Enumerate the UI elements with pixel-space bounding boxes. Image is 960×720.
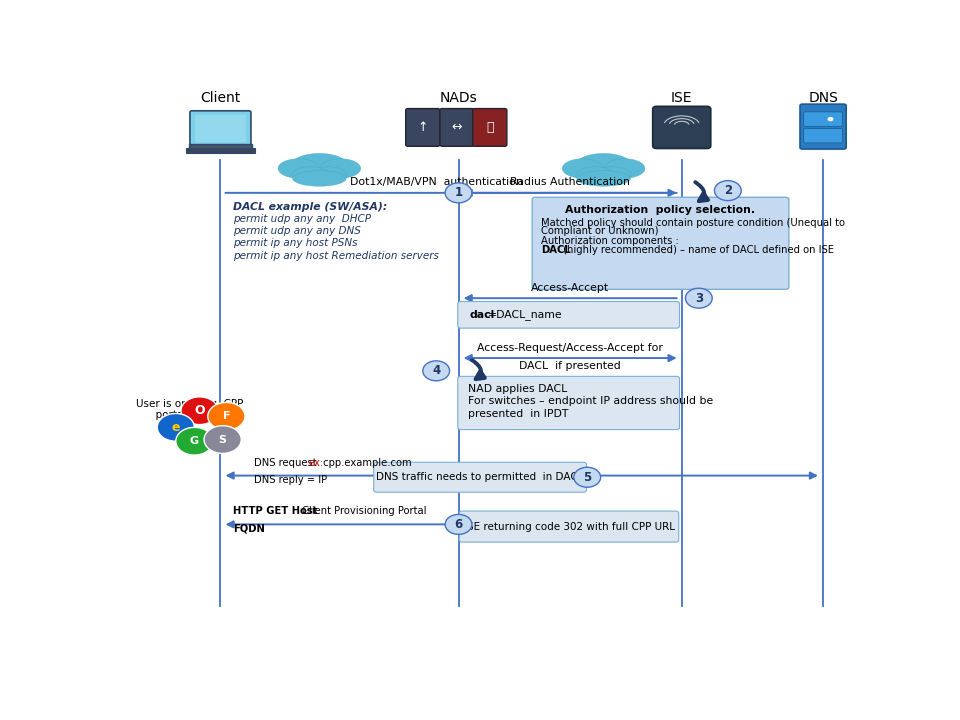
Text: 1: 1 bbox=[454, 186, 463, 199]
Ellipse shape bbox=[594, 167, 631, 184]
Text: permit ip any host PSNs: permit ip any host PSNs bbox=[233, 238, 357, 248]
Circle shape bbox=[445, 183, 472, 203]
FancyBboxPatch shape bbox=[804, 112, 843, 126]
Text: 🔍: 🔍 bbox=[486, 121, 493, 134]
Text: FQDN: FQDN bbox=[233, 523, 265, 534]
Text: F: F bbox=[223, 411, 230, 421]
Ellipse shape bbox=[576, 153, 632, 177]
FancyBboxPatch shape bbox=[189, 144, 252, 150]
Ellipse shape bbox=[292, 167, 329, 184]
Text: Client Provisioning Portal: Client Provisioning Portal bbox=[301, 506, 426, 516]
Text: G: G bbox=[190, 436, 199, 446]
Circle shape bbox=[422, 361, 449, 381]
Text: 3: 3 bbox=[695, 292, 703, 305]
FancyBboxPatch shape bbox=[458, 377, 680, 430]
Text: 2: 2 bbox=[724, 184, 732, 197]
Text: ↔: ↔ bbox=[452, 121, 463, 134]
Text: permit ip any host Remediation servers: permit ip any host Remediation servers bbox=[233, 251, 439, 261]
Circle shape bbox=[574, 467, 601, 487]
Text: permit udp any any  DHCP: permit udp any any DHCP bbox=[233, 214, 372, 224]
Circle shape bbox=[828, 117, 833, 122]
Circle shape bbox=[181, 397, 218, 425]
Ellipse shape bbox=[576, 167, 613, 184]
Text: ex:: ex: bbox=[308, 459, 324, 469]
Text: User is opening  CPP
      portal: User is opening CPP portal bbox=[136, 399, 244, 420]
Text: dacl: dacl bbox=[469, 310, 495, 320]
Ellipse shape bbox=[292, 153, 348, 177]
Text: Compliant or Unknown): Compliant or Unknown) bbox=[541, 226, 659, 236]
FancyBboxPatch shape bbox=[532, 197, 789, 289]
Ellipse shape bbox=[278, 158, 319, 178]
Text: Access-Accept: Access-Accept bbox=[531, 283, 610, 292]
FancyBboxPatch shape bbox=[459, 511, 679, 542]
Text: HTTP GET Host: HTTP GET Host bbox=[233, 506, 318, 516]
FancyBboxPatch shape bbox=[195, 114, 246, 143]
Text: DACL  if presented: DACL if presented bbox=[519, 361, 621, 372]
FancyBboxPatch shape bbox=[804, 129, 843, 143]
Circle shape bbox=[157, 413, 194, 441]
Text: O: O bbox=[194, 404, 204, 417]
Ellipse shape bbox=[320, 158, 361, 178]
Text: Authorization components :: Authorization components : bbox=[541, 235, 679, 246]
Text: (highly recommended) – name of DACL defined on ISE: (highly recommended) – name of DACL defi… bbox=[561, 245, 834, 255]
Text: DNS traffic needs to permitted  in DACL: DNS traffic needs to permitted in DACL bbox=[376, 472, 584, 482]
Ellipse shape bbox=[310, 167, 347, 184]
Text: ISE: ISE bbox=[671, 91, 692, 104]
FancyBboxPatch shape bbox=[373, 462, 587, 492]
FancyBboxPatch shape bbox=[440, 109, 474, 146]
Text: ↑: ↑ bbox=[418, 121, 428, 134]
Text: Access-Request/Access-Accept for: Access-Request/Access-Accept for bbox=[477, 343, 663, 353]
Text: cpp.example.com: cpp.example.com bbox=[320, 459, 412, 469]
FancyBboxPatch shape bbox=[472, 109, 507, 146]
Text: NAD applies DACL: NAD applies DACL bbox=[468, 384, 567, 394]
Text: DACL: DACL bbox=[541, 245, 571, 255]
Text: presented  in IPDT: presented in IPDT bbox=[468, 408, 568, 418]
FancyBboxPatch shape bbox=[800, 104, 846, 149]
Text: permit udp any any DNS: permit udp any any DNS bbox=[233, 226, 361, 236]
Text: DNS request: DNS request bbox=[253, 459, 320, 469]
Text: DNS reply = IP: DNS reply = IP bbox=[253, 475, 327, 485]
Text: 6: 6 bbox=[454, 518, 463, 531]
Text: e: e bbox=[172, 421, 180, 434]
Text: NADs: NADs bbox=[440, 91, 477, 104]
Text: DACL example (SW/ASA):: DACL example (SW/ASA): bbox=[233, 202, 387, 212]
Text: ISE returning code 302 with full CPP URL: ISE returning code 302 with full CPP URL bbox=[464, 521, 675, 531]
Text: 4: 4 bbox=[432, 364, 441, 377]
FancyBboxPatch shape bbox=[190, 111, 251, 146]
FancyBboxPatch shape bbox=[406, 109, 440, 146]
Text: Matched policy should contain posture condition (Unequal to: Matched policy should contain posture co… bbox=[541, 218, 845, 228]
Ellipse shape bbox=[293, 171, 347, 186]
Text: DNS: DNS bbox=[808, 91, 838, 104]
Text: 5: 5 bbox=[583, 471, 591, 484]
Text: Dot1x/MAB/VPN  authentication: Dot1x/MAB/VPN authentication bbox=[349, 176, 522, 186]
Circle shape bbox=[204, 426, 241, 454]
Ellipse shape bbox=[604, 158, 645, 178]
Circle shape bbox=[685, 288, 712, 308]
FancyBboxPatch shape bbox=[186, 148, 254, 153]
FancyBboxPatch shape bbox=[458, 302, 680, 328]
Text: =DACL_name: =DACL_name bbox=[489, 310, 563, 320]
Circle shape bbox=[176, 428, 213, 455]
Ellipse shape bbox=[563, 158, 603, 178]
Text: Client: Client bbox=[201, 91, 241, 104]
Text: Radius Authentication: Radius Authentication bbox=[510, 176, 630, 186]
Circle shape bbox=[207, 402, 245, 430]
Text: S: S bbox=[219, 435, 227, 444]
FancyArrowPatch shape bbox=[695, 182, 708, 201]
Text: For switches – endpoint IP address should be: For switches – endpoint IP address shoul… bbox=[468, 396, 713, 406]
Circle shape bbox=[714, 181, 741, 201]
Circle shape bbox=[445, 514, 472, 534]
FancyBboxPatch shape bbox=[653, 107, 710, 148]
Ellipse shape bbox=[577, 171, 631, 186]
Text: Authorization  policy selection.: Authorization policy selection. bbox=[565, 205, 756, 215]
FancyArrowPatch shape bbox=[472, 360, 485, 379]
